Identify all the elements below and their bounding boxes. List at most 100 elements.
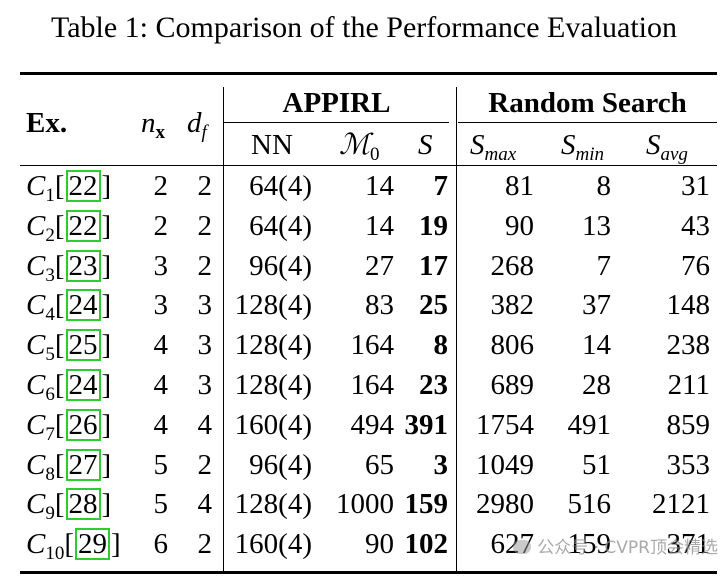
cell-s: 8	[433, 329, 449, 362]
cell-ex: C6[24]	[26, 369, 112, 405]
header-ex: Ex.	[26, 107, 68, 139]
cell-m0: 27	[365, 249, 394, 282]
cell-ex: C4[24]	[26, 289, 112, 326]
header-savg: Savg	[646, 129, 688, 165]
cell-savg: 76	[681, 249, 710, 282]
cell-smax: 2980	[476, 488, 534, 521]
cell-smin: 8	[596, 170, 612, 202]
cell-m0: 14	[365, 170, 394, 202]
cell-smin: 7	[596, 249, 612, 282]
cell-ex: C7[26]	[26, 408, 112, 445]
cell-s: 391	[404, 408, 449, 441]
cell-smax: 1049	[476, 448, 534, 481]
cell-savg: 148	[666, 289, 711, 322]
mid-rule	[20, 165, 717, 166]
cell-s: 3	[433, 448, 449, 481]
cell-s: 19	[419, 209, 448, 242]
bottom-rule	[20, 571, 717, 574]
cell-ex: C1[22]	[26, 170, 112, 206]
cell-df: 3	[197, 289, 213, 322]
citation-link[interactable]: 26	[65, 408, 101, 441]
column-separator-left	[223, 87, 224, 571]
cell-smin: 28	[582, 369, 611, 401]
cell-nn: 160(4)	[234, 528, 312, 561]
cell-df: 2	[197, 249, 213, 282]
citation-link[interactable]: 29	[75, 528, 111, 561]
cell-nn: 128(4)	[234, 488, 312, 521]
citation-link[interactable]: 22	[65, 170, 101, 202]
header-smax: Smax	[470, 129, 517, 165]
cell-smax: 268	[490, 249, 535, 282]
cell-ex: C9[28]	[26, 488, 112, 525]
cell-df: 2	[197, 170, 213, 202]
watermark: 公众号 · CVPR顶会精选	[513, 536, 718, 560]
citation-link[interactable]: 24	[65, 369, 101, 401]
citation-link[interactable]: 25	[65, 329, 101, 362]
cell-nn: 160(4)	[234, 408, 312, 441]
cell-ex: C5[25]	[26, 329, 112, 366]
cell-nx: 4	[153, 329, 169, 362]
cell-m0: 164	[350, 329, 395, 362]
cell-nn: 128(4)	[234, 369, 312, 401]
cell-df: 2	[197, 448, 213, 481]
header-m0: ℳ0	[339, 129, 380, 165]
cell-nx: 3	[153, 249, 169, 282]
cell-nn: 128(4)	[234, 289, 312, 322]
cell-smax: 806	[490, 329, 535, 362]
cell-m0: 1000	[336, 488, 394, 521]
cell-df: 2	[197, 209, 213, 242]
cell-smin: 516	[567, 488, 612, 521]
cell-nn: 64(4)	[249, 170, 312, 202]
cell-nx: 5	[153, 488, 169, 521]
cell-m0: 90	[365, 528, 394, 561]
cell-nn: 96(4)	[249, 448, 312, 481]
table-caption: Table 1: Comparison of the Performance E…	[50, 11, 678, 44]
top-rule	[20, 72, 717, 75]
cell-s: 159	[404, 488, 449, 521]
cell-smax: 81	[505, 170, 534, 202]
cell-nx: 2	[153, 209, 169, 242]
cell-savg: 859	[666, 408, 711, 441]
citation-link[interactable]: 22	[65, 209, 101, 242]
cell-nn: 64(4)	[249, 209, 312, 242]
cell-savg: 31	[681, 170, 710, 202]
cell-smin: 51	[582, 448, 611, 481]
cell-m0: 14	[365, 209, 394, 242]
cell-smax: 689	[490, 369, 535, 401]
cell-m0: 65	[365, 448, 394, 481]
cell-df: 3	[197, 369, 213, 401]
cell-m0: 164	[350, 369, 395, 401]
cell-s: 102	[404, 528, 449, 561]
citation-link[interactable]: 23	[65, 249, 101, 282]
header-nx: nx	[141, 107, 165, 143]
citation-link[interactable]: 27	[65, 448, 101, 481]
cell-nx: 3	[153, 289, 169, 322]
citation-link[interactable]: 24	[65, 289, 101, 322]
cell-ex: C10[29]	[26, 528, 121, 565]
cell-smax: 382	[490, 289, 535, 322]
cell-df: 2	[197, 528, 213, 561]
header-s: S	[418, 129, 433, 161]
cell-nn: 128(4)	[234, 329, 312, 362]
cell-s: 7	[433, 170, 449, 202]
cell-savg: 43	[681, 209, 710, 242]
cell-s: 17	[419, 249, 448, 282]
cell-smin: 491	[567, 408, 612, 441]
cell-savg: 353	[666, 448, 711, 481]
header-smin: Smin	[561, 129, 604, 165]
cell-smin: 13	[582, 209, 611, 242]
cell-m0: 494	[350, 408, 395, 441]
citation-link[interactable]: 28	[65, 488, 101, 521]
cell-ex: C2[22]	[26, 209, 112, 246]
cell-savg: 371	[666, 528, 711, 561]
header-df: df	[187, 107, 207, 143]
cell-nx: 4	[153, 408, 169, 441]
cell-nx: 2	[153, 170, 169, 202]
cell-nx: 6	[153, 528, 169, 561]
cell-s: 25	[419, 289, 448, 322]
group-rule-random	[458, 122, 717, 123]
cell-m0: 83	[365, 289, 394, 322]
cell-df: 4	[197, 408, 213, 441]
cell-df: 3	[197, 329, 213, 362]
cell-smin: 37	[582, 289, 611, 322]
